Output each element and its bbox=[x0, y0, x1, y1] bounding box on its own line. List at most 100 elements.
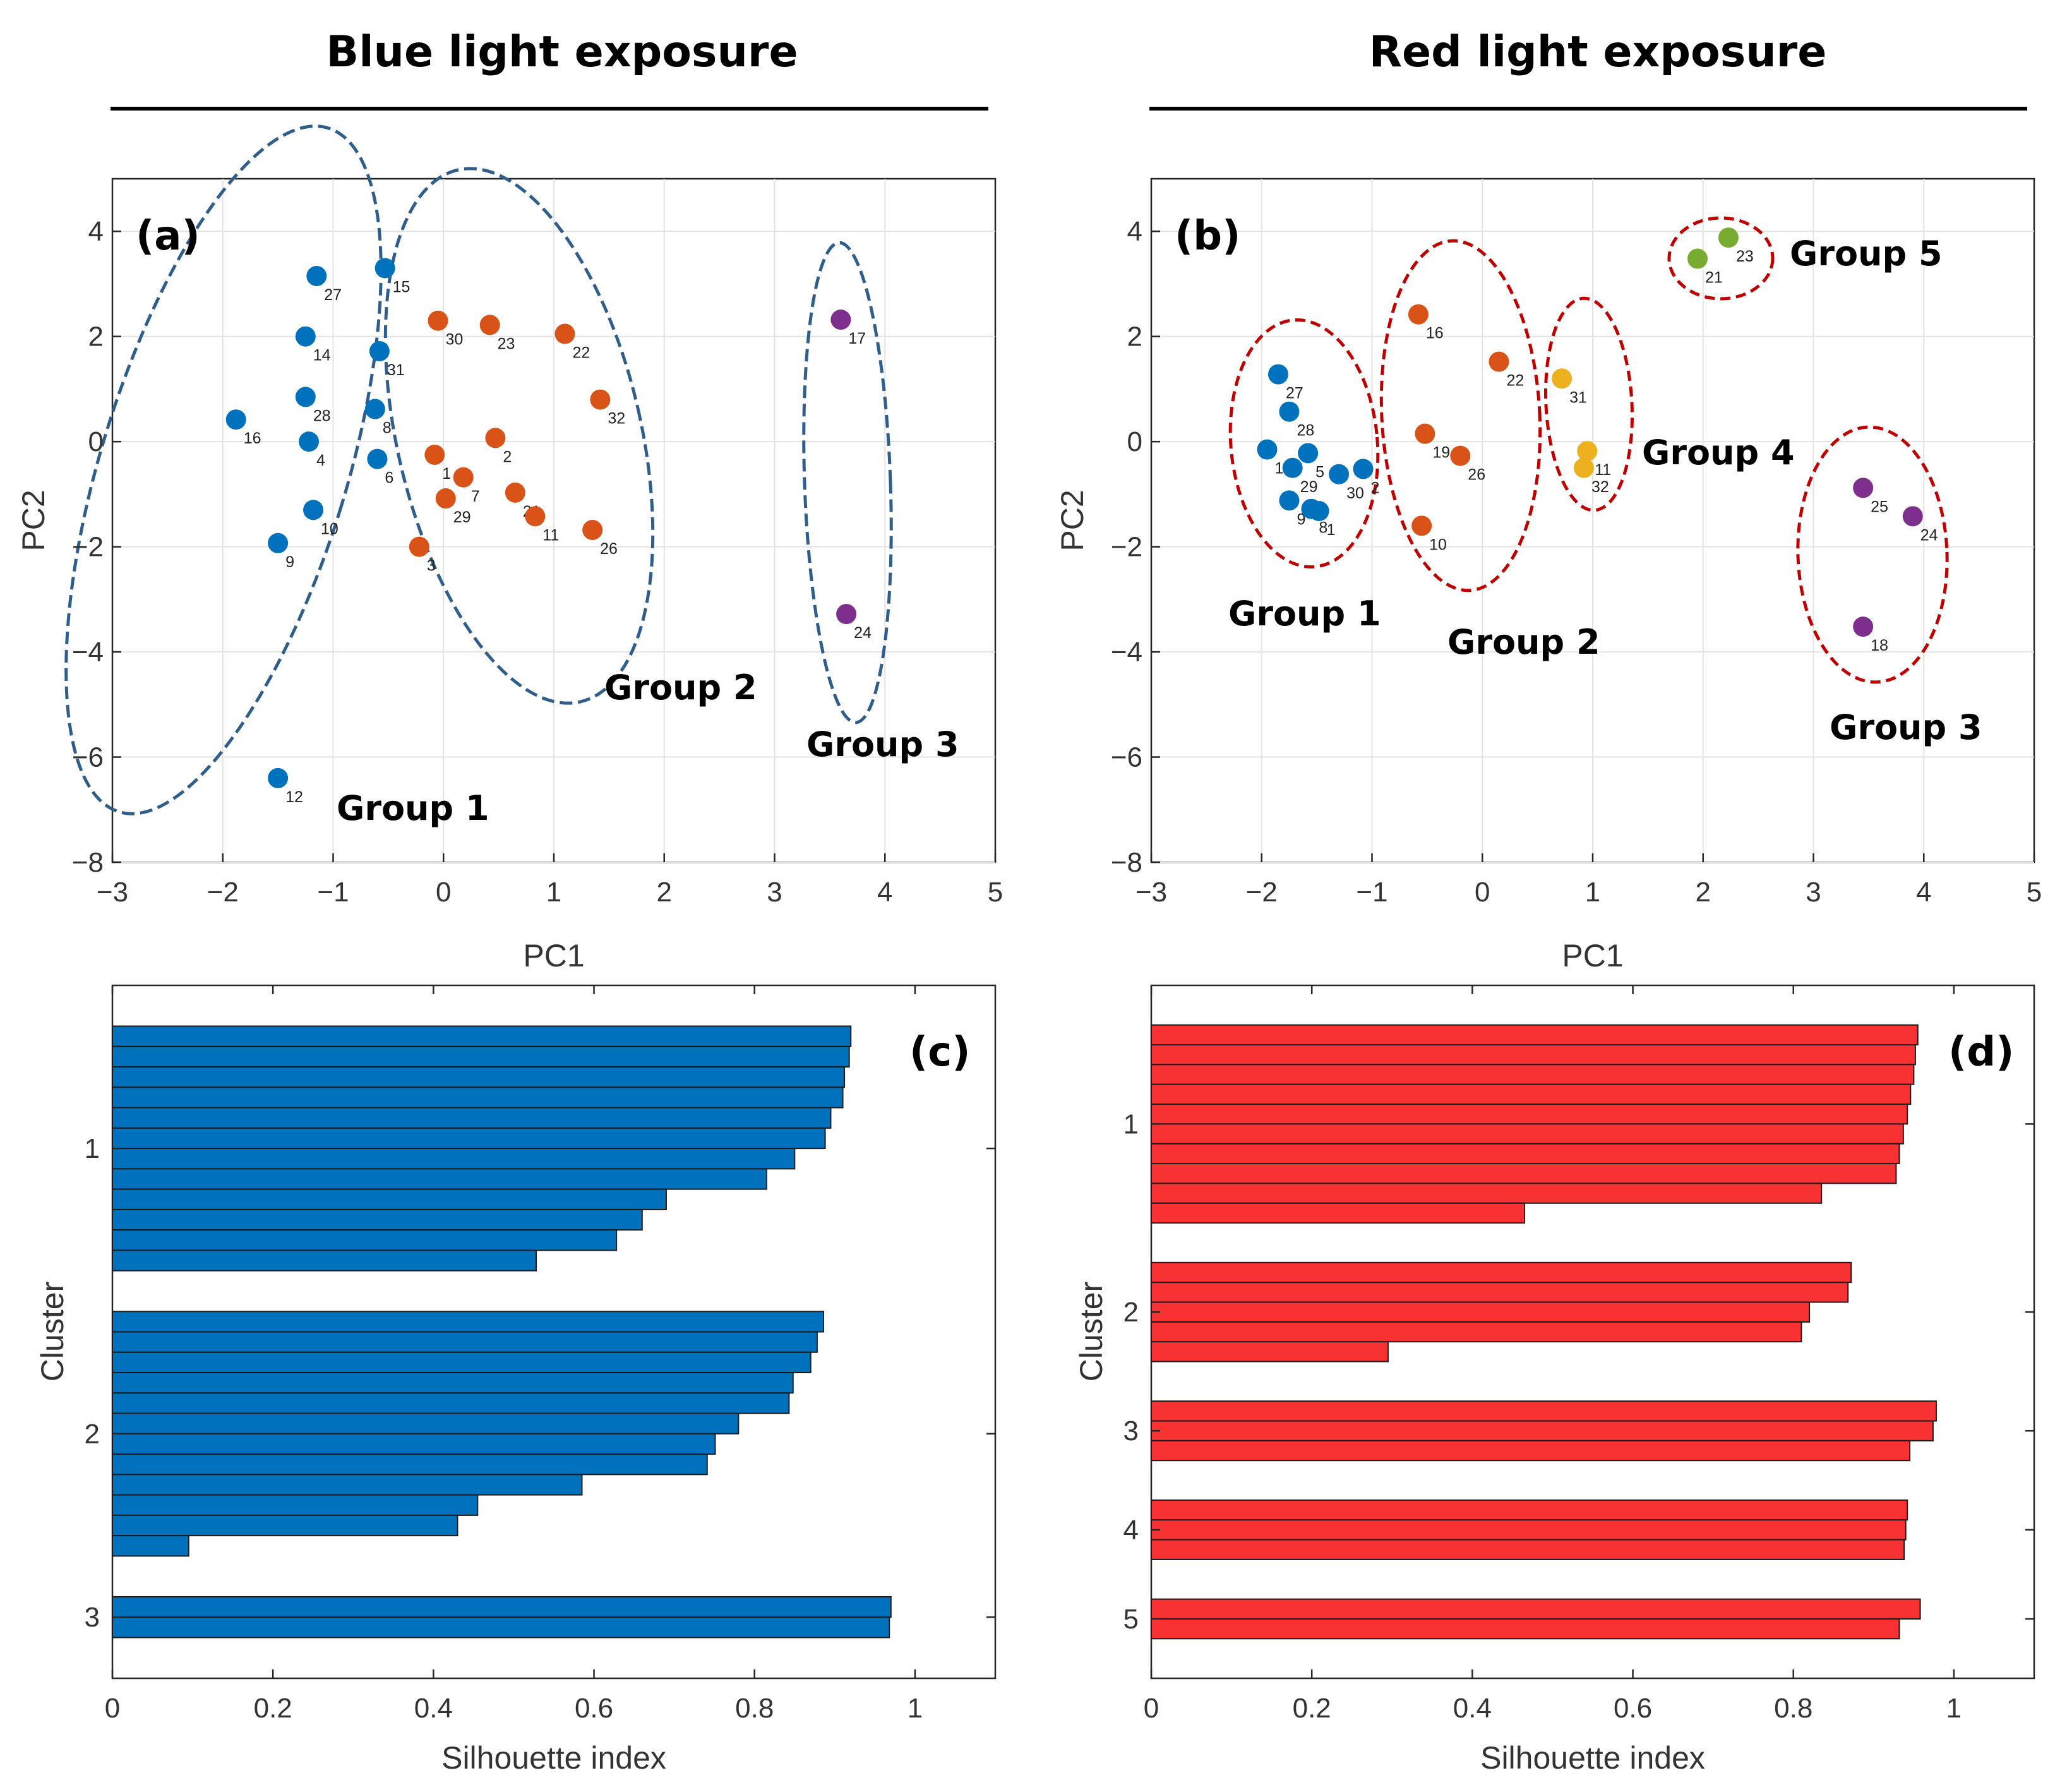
point-label: 16 bbox=[244, 430, 261, 447]
data-point bbox=[1267, 364, 1288, 385]
silhouette-bar bbox=[112, 1311, 825, 1333]
point-label: 23 bbox=[1736, 248, 1754, 265]
silhouette-bar bbox=[1151, 1499, 1908, 1521]
data-point bbox=[582, 519, 603, 540]
x-tick-label: 2 bbox=[1696, 877, 1711, 908]
silhouette-bar bbox=[112, 1453, 708, 1476]
data-point bbox=[1415, 423, 1435, 444]
point-label: 31 bbox=[1569, 388, 1587, 406]
group-1-ellipse bbox=[1228, 318, 1380, 569]
point-label: 2 bbox=[1371, 479, 1380, 496]
silhouette-bar bbox=[1151, 1182, 1823, 1204]
data-point bbox=[225, 409, 246, 430]
point-label: 9 bbox=[285, 553, 294, 571]
x-tick-label: 0 bbox=[1475, 877, 1490, 908]
silhouette-bar bbox=[112, 1331, 818, 1353]
x-tick-label: 2 bbox=[657, 877, 672, 908]
data-point bbox=[1687, 248, 1708, 269]
data-point bbox=[424, 444, 445, 465]
x-tick-label: 1 bbox=[546, 877, 561, 908]
x-tick-label: 0.8 bbox=[1774, 1693, 1812, 1724]
silhouette-bar bbox=[112, 1025, 852, 1047]
data-point bbox=[1853, 478, 1874, 498]
group-label: Group 1 bbox=[1228, 594, 1381, 634]
silhouette-bar bbox=[112, 1229, 618, 1251]
data-point bbox=[1577, 441, 1598, 462]
x-axis-label-d: Silhouette index bbox=[1480, 1740, 1705, 1776]
silhouette-bar bbox=[112, 1148, 796, 1170]
cluster-tick-label: 1 bbox=[85, 1133, 100, 1164]
group-label: Group 3 bbox=[1830, 707, 1982, 747]
silhouette-bar bbox=[112, 1474, 583, 1496]
silhouette-bar bbox=[1151, 1123, 1904, 1145]
x-tick-label: 3 bbox=[767, 877, 782, 908]
silhouette-bar bbox=[112, 1596, 892, 1618]
data-point bbox=[1489, 351, 1509, 372]
silhouette-bar bbox=[1151, 1044, 1916, 1066]
silhouette-bar bbox=[1151, 1143, 1900, 1165]
x-tick-label: 0.4 bbox=[1453, 1693, 1492, 1724]
silhouette-bar bbox=[112, 1127, 826, 1150]
silhouette-bar bbox=[112, 1086, 844, 1109]
group-label: Group 4 bbox=[1642, 433, 1795, 472]
silhouette-bar bbox=[112, 1351, 812, 1374]
x-tick-label: 0.8 bbox=[735, 1693, 774, 1724]
point-label: 18 bbox=[1871, 637, 1888, 654]
data-point bbox=[485, 428, 506, 448]
point-label: 28 bbox=[1297, 422, 1314, 440]
y-tick-label: −8 bbox=[1111, 847, 1142, 878]
point-label: 7 bbox=[471, 488, 480, 505]
cluster-tick-label: 4 bbox=[1123, 1515, 1139, 1546]
point-label: 11 bbox=[1595, 461, 1611, 479]
panel-label-d: (d) bbox=[1948, 1029, 2014, 1076]
data-point bbox=[1282, 457, 1303, 478]
silhouette-bar bbox=[1151, 1064, 1915, 1085]
point-label: 24 bbox=[1920, 526, 1938, 544]
silhouette-bar bbox=[1151, 1440, 1911, 1462]
data-point bbox=[306, 265, 327, 286]
group-5-ellipse bbox=[1667, 216, 1775, 301]
cluster-tick-label: 5 bbox=[1123, 1604, 1139, 1635]
point-label: 32 bbox=[1591, 478, 1609, 496]
data-point bbox=[1309, 501, 1329, 522]
data-point bbox=[505, 482, 525, 503]
x-tick-label: 0.2 bbox=[254, 1693, 292, 1724]
silhouette-bar bbox=[1151, 1261, 1852, 1284]
silhouette-bar bbox=[112, 1494, 479, 1516]
point-label: 22 bbox=[1506, 372, 1524, 390]
data-point bbox=[1279, 401, 1300, 422]
y-tick-label: −6 bbox=[1111, 742, 1142, 773]
data-point bbox=[428, 310, 448, 331]
data-point bbox=[1902, 506, 1923, 527]
x-tick-label: 0.6 bbox=[575, 1693, 613, 1724]
point-label: 16 bbox=[1426, 325, 1444, 342]
point-label: 31 bbox=[387, 361, 405, 379]
data-point bbox=[479, 315, 500, 335]
data-point bbox=[369, 340, 390, 361]
point-label: 15 bbox=[393, 278, 410, 296]
y-tick-label: 0 bbox=[1127, 426, 1142, 457]
data-point bbox=[295, 387, 316, 407]
silhouette-bar bbox=[1151, 1301, 1811, 1323]
data-point bbox=[1408, 304, 1429, 325]
point-label: 10 bbox=[321, 520, 339, 538]
silhouette-bar bbox=[112, 1107, 832, 1129]
x-tick-label: 0 bbox=[1144, 1693, 1159, 1724]
point-label: 21 bbox=[1705, 269, 1723, 287]
data-point bbox=[1853, 616, 1874, 637]
data-point bbox=[1552, 368, 1573, 389]
point-label: 8 bbox=[383, 419, 392, 437]
silhouette-bar bbox=[1151, 1539, 1905, 1560]
data-point bbox=[1279, 490, 1300, 511]
data-point bbox=[1353, 459, 1374, 479]
point-label: 1 bbox=[442, 465, 451, 483]
point-label: 26 bbox=[600, 540, 618, 558]
silhouette-bar bbox=[112, 1514, 458, 1537]
silhouette-bar bbox=[112, 1372, 794, 1394]
data-point bbox=[453, 467, 474, 488]
silhouette-bar bbox=[1151, 1163, 1897, 1184]
data-point bbox=[409, 536, 429, 557]
group-label: Group 5 bbox=[1790, 234, 1943, 274]
group-label: Group 1 bbox=[337, 788, 489, 828]
silhouette-bar bbox=[112, 1045, 850, 1068]
